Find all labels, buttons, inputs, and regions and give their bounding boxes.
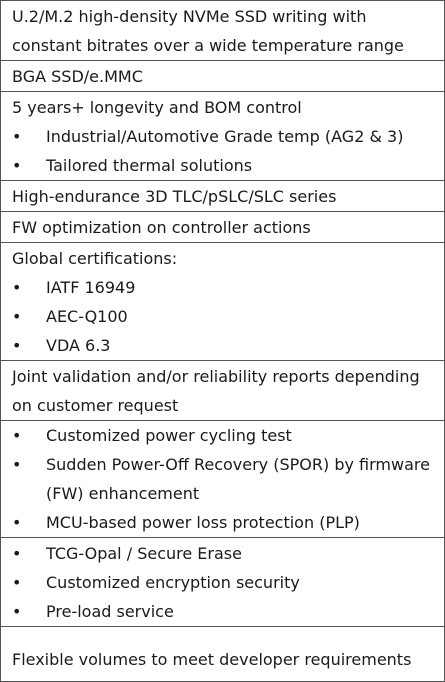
table-row: • Industrial/Automotive Grade temp (AG2 … <box>1 122 444 181</box>
row-text: Joint validation and/or reliability repo… <box>12 367 420 386</box>
list-item-text: (FW) enhancement <box>46 484 200 503</box>
row-text: Flexible volumes to meet developer requi… <box>12 650 412 669</box>
list-item: • Industrial/Automotive Grade temp (AG2 … <box>12 122 444 151</box>
list-item: • MCU-based power loss protection (PLP) <box>12 508 444 537</box>
list-item-text: MCU-based power loss protection (PLP) <box>46 513 360 532</box>
row-text: U.2/M.2 high-density NVMe SSD writing wi… <box>12 7 367 26</box>
list-item: • IATF 16949 <box>12 273 444 302</box>
list-item-text: Customized power cycling test <box>46 426 292 445</box>
table-row: BGA SSD/e.MMC <box>1 61 444 92</box>
table-row: Joint validation and/or reliability repo… <box>1 361 444 421</box>
table-row: Flexible volumes to meet developer requi… <box>1 627 444 682</box>
bullet-icon: • <box>12 426 22 445</box>
list-item-text: Customized encryption security <box>46 573 300 592</box>
row-text: High-endurance 3D TLC/pSLC/SLC series <box>12 187 337 206</box>
list-item: • Customized power cycling test <box>12 421 444 450</box>
bullet-icon: • <box>12 127 22 146</box>
list-item-text: TCG-Opal / Secure Erase <box>46 544 242 563</box>
list-item: • VDA 6.3 <box>12 331 444 360</box>
bullet-icon: • <box>12 278 22 297</box>
row-text: FW optimization on controller actions <box>12 218 311 237</box>
bullet-icon: • <box>12 513 22 532</box>
row-text: Global certifications: <box>12 249 178 268</box>
list-item: • Sudden Power-Off Recovery (SPOR) by fi… <box>12 450 444 508</box>
row-text: BGA SSD/e.MMC <box>12 67 143 86</box>
list-item: • TCG-Opal / Secure Erase <box>12 539 444 568</box>
bullet-icon: • <box>12 307 22 326</box>
list-item: • Pre-load service <box>12 597 444 626</box>
list-item-text: Tailored thermal solutions <box>46 156 253 175</box>
table-row: U.2/M.2 high-density NVMe SSD writing wi… <box>1 1 444 61</box>
bullet-icon: • <box>12 455 22 474</box>
list-item-text: Industrial/Automotive Grade temp (AG2 & … <box>46 127 404 146</box>
table-row: FW optimization on controller actions <box>1 212 444 243</box>
bullet-icon: • <box>12 156 22 175</box>
list-item-text: VDA 6.3 <box>46 336 111 355</box>
list-item: • AEC-Q100 <box>12 302 444 331</box>
list-item: • Customized encryption security <box>12 568 444 597</box>
bullet-icon: • <box>12 544 22 563</box>
list-item-text: IATF 16949 <box>46 278 136 297</box>
row-text: constant bitrates over a wide temperatur… <box>12 36 404 55</box>
table-row: • TCG-Opal / Secure Erase • Customized e… <box>1 538 444 627</box>
table-row: High-endurance 3D TLC/pSLC/SLC series <box>1 181 444 212</box>
list-item-text: Pre-load service <box>46 602 174 621</box>
row-text: 5 years+ longevity and BOM control <box>12 98 302 117</box>
list-item-text: Sudden Power-Off Recovery (SPOR) by firm… <box>46 455 430 474</box>
table-row: 5 years+ longevity and BOM control <box>1 92 444 122</box>
table-row: Global certifications: • IATF 16949 • AE… <box>1 243 444 361</box>
bullet-icon: • <box>12 573 22 592</box>
bullet-icon: • <box>12 336 22 355</box>
list-item-text: AEC-Q100 <box>46 307 128 326</box>
list-item: • Tailored thermal solutions <box>12 151 444 180</box>
bullet-icon: • <box>12 602 22 621</box>
table-row: • Customized power cycling test • Sudden… <box>1 421 444 538</box>
row-text: on customer request <box>12 396 179 415</box>
